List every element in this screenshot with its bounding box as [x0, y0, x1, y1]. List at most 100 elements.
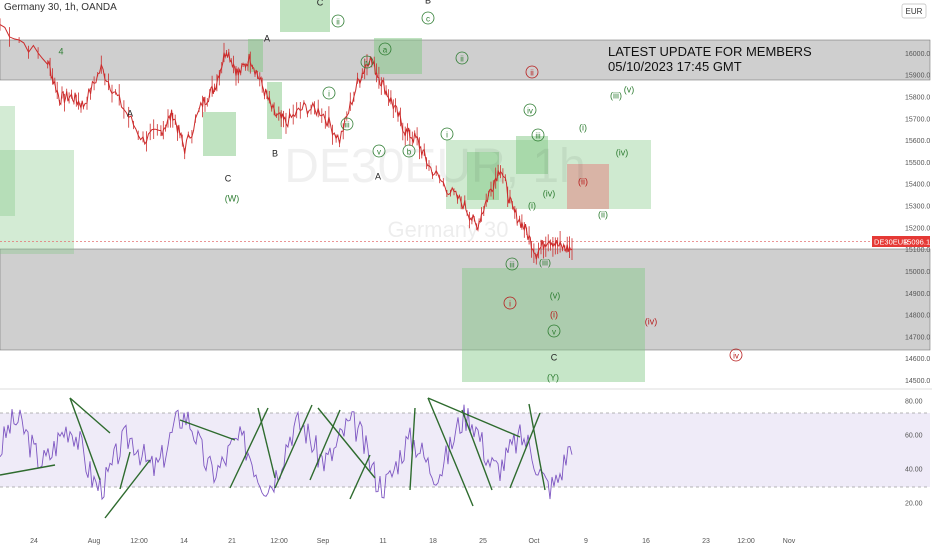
wave-label: iv — [733, 352, 739, 361]
time-tick-label: 12:00 — [130, 538, 148, 545]
green-zone-left-inner — [0, 106, 15, 216]
symbol-header: Germany 30, 1h, OANDA — [4, 2, 117, 13]
wave-label-ring — [322, 86, 336, 100]
rsi-trendline — [409, 407, 416, 491]
wave-label: (ii) — [578, 177, 588, 187]
wave-label: (i) — [528, 201, 536, 211]
wave-label: iv — [364, 59, 370, 68]
grey-zone-upper — [0, 39, 931, 81]
green-zone-a — [203, 112, 236, 156]
time-tick-label: Oct — [529, 538, 540, 545]
wave-label: (iii) — [610, 91, 622, 101]
update-note-line2: 05/10/2023 17:45 GMT — [608, 59, 742, 74]
wave-label: v — [377, 148, 381, 157]
wave-label: i — [509, 300, 511, 309]
price-tick-label: 14600.0 — [905, 356, 930, 363]
price-tick-label: 15000.0 — [905, 269, 930, 276]
wave-label-ring — [547, 324, 561, 338]
green-zone-left-outer — [0, 150, 74, 254]
wave-label-ring — [505, 257, 519, 271]
green-zone-g — [516, 136, 548, 174]
wave-label-ring — [531, 128, 545, 142]
wave-label: (iv) — [645, 317, 658, 327]
price-tick-label: 15400.0 — [905, 182, 930, 189]
wave-labels-layer: 4AABC(W)CiiiiviiivabABciiiiiiv(iii)(v)(i… — [58, 0, 743, 383]
price-tick-label: 15800.0 — [905, 94, 930, 101]
rsi-trendline — [427, 397, 474, 507]
wave-label: iii — [344, 121, 350, 130]
price-series — [0, 24, 573, 260]
time-tick-label: 9 — [584, 538, 588, 545]
price-badge-value: 15096.1 — [903, 238, 930, 247]
wave-label-ring — [360, 55, 374, 69]
currency-box — [901, 3, 927, 19]
wave-label: iv — [527, 107, 533, 116]
candles-layer — [0, 18, 573, 265]
time-tick-label: 23 — [702, 538, 710, 545]
time-tick-label: 12:00 — [737, 538, 755, 545]
price-axis: EUR 16000.0 15900.0 15800.0 15700.0 15600.0 1… — [901, 3, 930, 385]
green-zone-d — [374, 38, 422, 74]
rsi-tick-label: 20.00 — [905, 501, 923, 508]
price-tick-label: 15200.0 — [905, 225, 930, 232]
wave-label-ring — [372, 144, 386, 158]
grey-zone-lower — [0, 248, 931, 351]
time-tick-label: Sep — [317, 538, 330, 545]
price-tick-label: 14900.0 — [905, 291, 930, 298]
time-tick-label: 24 — [30, 538, 38, 545]
wave-label: iii — [535, 132, 541, 141]
wave-label: C — [317, 0, 324, 8]
wave-label: (iii) — [539, 258, 551, 268]
rsi-trendline — [509, 412, 541, 489]
wave-label: (i) — [550, 310, 558, 320]
rsi-trendlines — [0, 397, 546, 519]
wave-label: A — [127, 109, 133, 119]
wave-label: (ii) — [598, 210, 608, 220]
price-tick-label: 14700.0 — [905, 334, 930, 341]
time-tick-label: 18 — [429, 538, 437, 545]
wave-label-ring — [378, 42, 392, 56]
wave-label: i — [328, 90, 330, 99]
rsi-tick-label: 80.00 — [905, 399, 923, 406]
wave-label: B — [425, 0, 431, 6]
price-tick-label: 15600.0 — [905, 138, 930, 145]
wave-label: a — [383, 46, 388, 55]
time-tick-label: 11 — [379, 538, 386, 545]
wave-label: (Y) — [547, 373, 559, 383]
rsi-trendline — [257, 407, 276, 479]
rsi-trendline — [528, 403, 546, 491]
wave-label-ring — [331, 14, 345, 28]
currency-label: EUR — [906, 7, 923, 16]
wave-label: ii — [336, 18, 340, 27]
price-tick-label: 15300.0 — [905, 204, 930, 211]
wave-label: C — [551, 353, 558, 363]
rsi-trendline — [0, 464, 56, 476]
rsi-panel: 80.00 60.00 40.00 20.00 — [0, 388, 932, 519]
time-tick-label: Nov — [783, 538, 796, 545]
green-zone-b — [248, 39, 263, 72]
green-zone-top — [280, 0, 330, 32]
wave-label: ii — [530, 69, 534, 78]
wave-label: (iv) — [616, 148, 629, 158]
rsi-trendline — [427, 397, 521, 438]
rsi-trendline — [461, 409, 493, 491]
red-zone — [567, 164, 609, 209]
rsi-trendline — [104, 459, 151, 519]
time-axis: 24 Aug 12:00 14 21 12:00 Sep 11 18 25 Oct 9 16 23 12:0… — [30, 538, 796, 545]
watermark-ticker: DE30EUR, 1h — [284, 140, 585, 193]
wave-label: iii — [509, 261, 515, 270]
wave-label: ii — [460, 55, 464, 64]
wave-label-ring — [421, 11, 435, 25]
time-tick-label: Aug — [88, 538, 101, 545]
wave-label: 4 — [58, 47, 63, 57]
wave-label-ring — [525, 65, 539, 79]
wave-label: C — [225, 174, 232, 184]
wave-label: (i) — [579, 123, 587, 133]
wave-label: c — [426, 15, 430, 24]
rsi-series — [0, 404, 573, 501]
time-tick-label: 25 — [479, 538, 487, 545]
rsi-trendline — [179, 419, 236, 441]
wave-label: v — [552, 328, 556, 337]
rsi-trendline — [274, 404, 313, 489]
